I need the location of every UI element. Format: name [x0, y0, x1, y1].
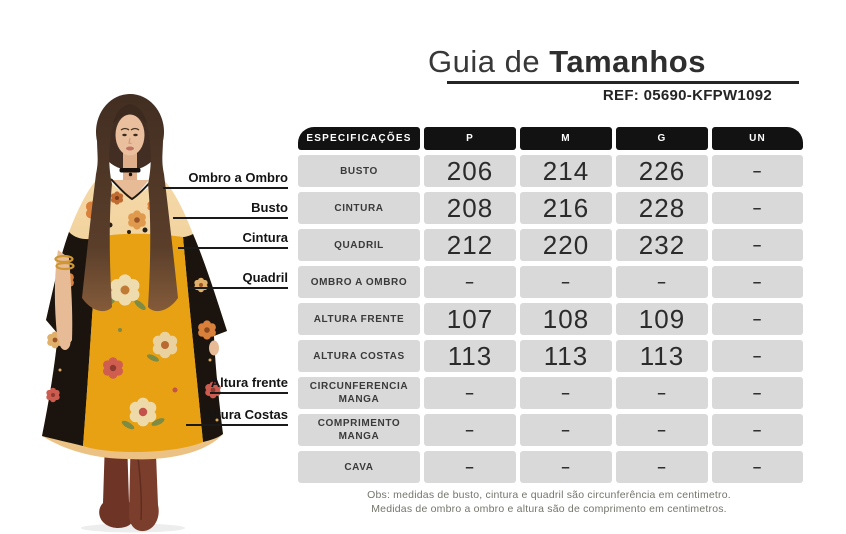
value-cell: 109: [616, 303, 708, 335]
value-cell: 113: [424, 340, 516, 372]
spec-cell: BUSTO: [298, 155, 420, 187]
value-cell: 107: [424, 303, 516, 335]
value-cell: –: [424, 414, 516, 446]
measure-label-ombro-a-ombro: Ombro a Ombro: [163, 170, 288, 189]
value-cell: 228: [616, 192, 708, 224]
value-cell: –: [712, 229, 803, 261]
ref-line: REF: 05690-KFPW1092: [430, 87, 772, 104]
value-cell: 232: [616, 229, 708, 261]
measure-leader-line: [173, 217, 288, 219]
spec-cell: CAVA: [298, 451, 420, 483]
value-cell: –: [712, 340, 803, 372]
spec-cell: CIRCUNFERENCIA MANGA: [298, 377, 420, 409]
spec-cell: ALTURA COSTAS: [298, 340, 420, 372]
value-cell: –: [520, 266, 612, 298]
value-cell: –: [424, 451, 516, 483]
table-header-g: G: [616, 127, 708, 150]
value-cell: –: [520, 414, 612, 446]
table-header-m: M: [520, 127, 612, 150]
measure-label-busto: Busto: [173, 200, 288, 219]
value-cell: –: [712, 303, 803, 335]
measure-label-altura-frente: Altura frente: [210, 375, 288, 394]
ref-label: REF:: [602, 87, 640, 104]
value-cell: 206: [424, 155, 516, 187]
footnote: Obs: medidas de busto, cintura e quadril…: [299, 488, 799, 516]
value-cell: 220: [520, 229, 612, 261]
value-cell: 214: [520, 155, 612, 187]
value-cell: –: [520, 451, 612, 483]
value-cell: –: [712, 192, 803, 224]
value-cell: –: [616, 377, 708, 409]
value-cell: 113: [520, 340, 612, 372]
value-cell: –: [712, 451, 803, 483]
spec-cell: QUADRIL: [298, 229, 420, 261]
table-header-p: P: [424, 127, 516, 150]
size-table: ESPECIFICAÇÕES P M G UN BUSTO 206 214 226– C…: [298, 127, 803, 483]
ref-code: 05690-KFPW1092: [643, 87, 772, 104]
value-cell: –: [712, 414, 803, 446]
spec-cell: CINTURA: [298, 192, 420, 224]
value-cell: –: [616, 451, 708, 483]
measure-leader-line: [178, 247, 288, 249]
measure-leader-line: [210, 392, 288, 394]
spec-cell: COMPRIMENTO MANGA: [298, 414, 420, 446]
model-photo: [42, 94, 227, 533]
value-cell: –: [424, 266, 516, 298]
title-underline: [447, 81, 799, 84]
measure-label-text: Altura frente: [210, 375, 288, 390]
page-title-bold: Tamanhos: [549, 44, 706, 79]
page-title-regular: Guia de: [428, 44, 541, 79]
value-cell: 208: [424, 192, 516, 224]
value-cell: 226: [616, 155, 708, 187]
measure-leader-line: [186, 424, 288, 426]
value-cell: –: [712, 155, 803, 187]
spec-cell: OMBRO A OMBRO: [298, 266, 420, 298]
value-cell: 113: [616, 340, 708, 372]
measure-label-text: Busto: [251, 200, 288, 215]
value-cell: –: [424, 377, 516, 409]
footnote-line2: Medidas de ombro a ombro e altura são de…: [371, 503, 727, 516]
measure-label-text: Altura Costas: [203, 407, 288, 422]
table-header-un: UN: [712, 127, 803, 150]
page-title: Guia de Tamanhos: [428, 44, 706, 80]
value-cell: –: [520, 377, 612, 409]
table-header-especificacoes: ESPECIFICAÇÕES: [298, 127, 420, 150]
value-cell: –: [712, 377, 803, 409]
value-cell: 212: [424, 229, 516, 261]
measure-label-text: Ombro a Ombro: [188, 170, 288, 185]
value-cell: –: [712, 266, 803, 298]
footnote-line1: Obs: medidas de busto, cintura e quadril…: [367, 489, 731, 501]
spec-cell: ALTURA FRENTE: [298, 303, 420, 335]
measure-label-text: Cintura: [242, 230, 289, 245]
value-cell: –: [616, 414, 708, 446]
measure-leader-line: [188, 287, 288, 289]
measure-label-quadril: Quadril: [188, 270, 288, 289]
value-cell: 216: [520, 192, 612, 224]
measure-label-altura-costas: Altura Costas: [186, 407, 288, 426]
value-cell: 108: [520, 303, 612, 335]
value-cell: –: [616, 266, 708, 298]
measure-label-text: Quadril: [242, 270, 288, 285]
measure-label-cintura: Cintura: [178, 230, 288, 249]
measure-leader-line: [163, 187, 288, 189]
